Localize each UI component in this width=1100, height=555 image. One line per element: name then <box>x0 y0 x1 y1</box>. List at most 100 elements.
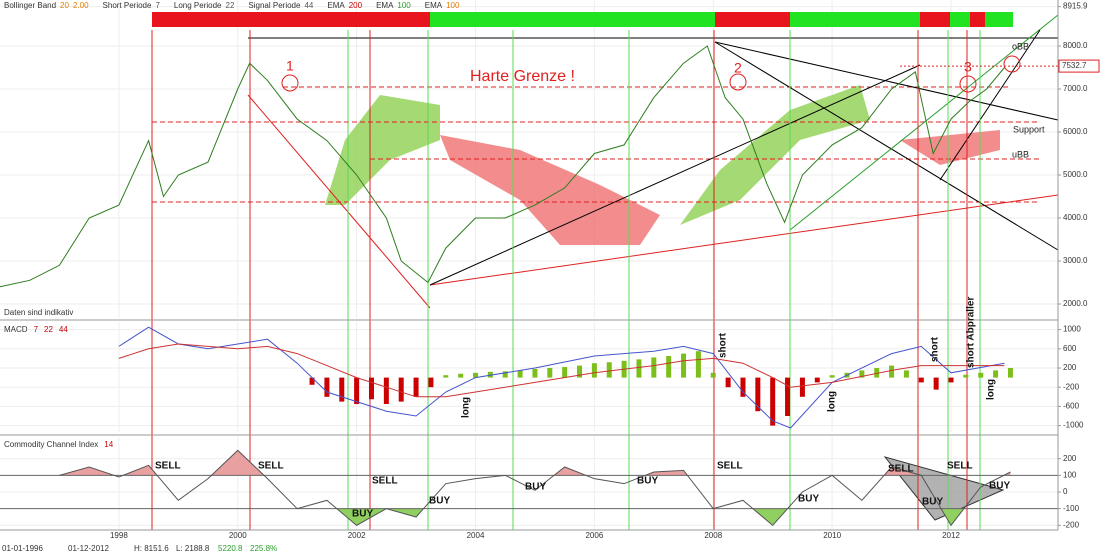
macd-bar <box>799 377 805 397</box>
macd-bar <box>309 377 315 385</box>
macd-bar <box>517 370 523 378</box>
macd-bar <box>993 370 999 378</box>
macd-bar <box>591 363 597 378</box>
y-tick-label: -1000 <box>1063 421 1084 430</box>
trend-line <box>714 41 1059 251</box>
panel-param: 44 <box>59 325 68 334</box>
panel-param: 22 <box>44 325 53 334</box>
marker-circle <box>1003 55 1021 73</box>
last-label: 7532.7 <box>1062 61 1087 70</box>
macd-bar <box>740 377 746 397</box>
indicator-param: 100 <box>397 1 411 10</box>
annotation: oBB <box>1012 41 1029 51</box>
trend-line <box>429 194 1059 286</box>
indicator-param: 7 <box>155 1 160 10</box>
y-tick-label: -200 <box>1063 382 1080 391</box>
y-tick-label: -100 <box>1063 504 1080 513</box>
footer-text: 01-01-1996 <box>2 544 43 553</box>
annotation: 2 <box>734 60 742 76</box>
macd-bar <box>933 377 939 390</box>
macd-bar <box>532 368 538 378</box>
indicator-name: EMA <box>425 1 443 10</box>
annotation: Harte Grenze ! <box>470 68 575 85</box>
macd-bar <box>978 372 984 378</box>
signal-label: SELL <box>717 461 743 472</box>
y-tick-label: 8000.0 <box>1063 41 1088 50</box>
x-tick-label: 2010 <box>823 531 841 540</box>
macd-bar <box>636 359 642 378</box>
marker-circle <box>729 73 747 91</box>
macd-bar <box>473 372 479 378</box>
macd-bar <box>398 377 404 402</box>
indicator-name: Long Periode <box>174 1 222 10</box>
macd-bar <box>725 377 731 388</box>
macd-bar <box>577 365 583 378</box>
x-tick-label: 2006 <box>585 531 603 540</box>
marker-circle <box>959 75 977 93</box>
indicator-name: Signal Periode <box>248 1 301 10</box>
macd-bar <box>428 377 434 388</box>
signal-buy <box>430 12 715 27</box>
annotation: 3 <box>964 59 972 75</box>
signal-label: BUY <box>637 476 658 487</box>
x-tick-label: 2002 <box>348 531 366 540</box>
cloud-red <box>440 135 660 245</box>
signal-label: BUY <box>798 494 819 505</box>
y-tick-label: 2000.0 <box>1063 299 1088 308</box>
macd-bar <box>651 357 657 378</box>
footer-text: 5220.8 <box>218 544 243 553</box>
indicator-param: 200 <box>349 1 363 10</box>
y-tick-label: 600 <box>1063 344 1077 353</box>
annotation: short Abpraller <box>966 297 977 368</box>
macd-bar <box>948 377 954 383</box>
y-tick-label: 100 <box>1063 470 1077 479</box>
macd-bar <box>785 377 791 417</box>
macd-bar <box>874 367 880 378</box>
macd-bar <box>918 377 924 383</box>
annotation: long <box>461 397 472 418</box>
signal-label: SELL <box>947 461 973 472</box>
signal-label: SELL <box>258 461 284 472</box>
footer-text: H: 8151.6 <box>134 544 169 553</box>
signal-label: BUY <box>525 482 546 493</box>
macd-bar <box>606 362 612 378</box>
indicator-name: EMA <box>376 1 394 10</box>
annotation: Daten sind indikativ <box>4 308 73 317</box>
footer-text: L: 2188.8 <box>176 544 210 553</box>
signal-sell <box>715 12 790 27</box>
macd-bar <box>681 353 687 378</box>
macd-bar <box>339 377 345 402</box>
macd-bar <box>547 367 553 378</box>
annotation: 1 <box>286 58 294 74</box>
series-line <box>118 326 1005 429</box>
footer-text: 225.8% <box>250 544 277 553</box>
macd-bar <box>829 375 835 378</box>
series-line <box>0 45 1005 288</box>
signal-sell <box>970 12 985 27</box>
macd-bar <box>695 351 701 378</box>
macd-bar <box>666 355 672 378</box>
y-tick-label: 6000.0 <box>1063 127 1088 136</box>
signal-label: SELL <box>888 464 914 475</box>
signal-buy <box>950 12 970 27</box>
annotation: uBB <box>1012 149 1029 159</box>
panel-param: 14 <box>104 440 113 449</box>
y-tick-label: 8915.9 <box>1063 2 1088 11</box>
x-tick-label: 2012 <box>942 531 960 540</box>
signal-label: SELL <box>372 476 398 487</box>
macd-bar <box>770 377 776 426</box>
macd-bar <box>458 373 464 378</box>
macd-bar <box>368 377 374 400</box>
macd-bar <box>1007 367 1013 378</box>
panel-title: MACD <box>4 325 28 334</box>
panel-title: Commodity Channel Index <box>4 440 98 449</box>
trend-line <box>429 64 921 286</box>
trend-line <box>939 29 1041 181</box>
macd-bar <box>443 375 449 378</box>
indicator-param: 2.00 <box>73 1 89 10</box>
panel-param: 7 <box>34 325 39 334</box>
macd-bar <box>413 377 419 397</box>
last-box <box>1058 59 1100 73</box>
x-tick-label: 2000 <box>229 531 247 540</box>
y-tick-label: -200 <box>1063 520 1080 529</box>
